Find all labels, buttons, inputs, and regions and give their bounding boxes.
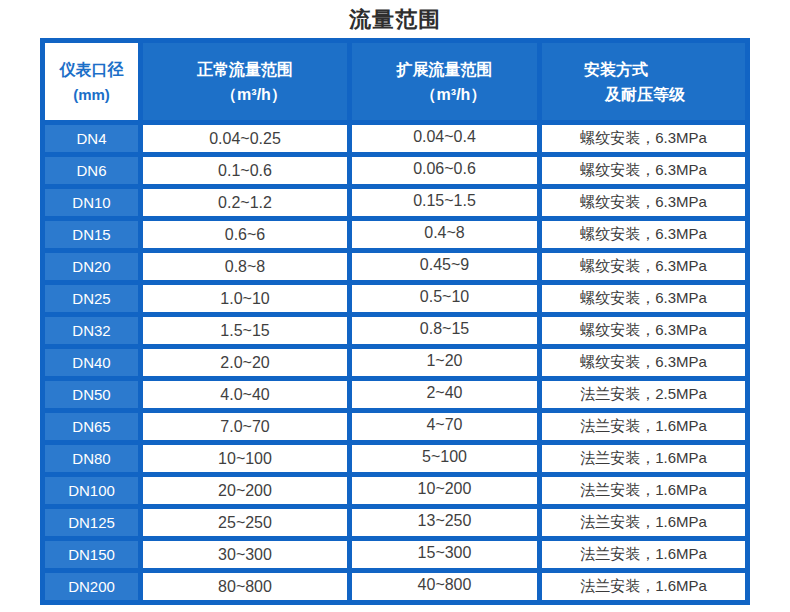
row-dn-label: DN20 (45, 253, 138, 280)
row-normal-range-value: 0.1~0.6 (143, 157, 347, 184)
row-extended-range-value: 0.15~1.5 (352, 189, 537, 216)
row-install-value: 螺纹安装，6.3MPa (542, 349, 745, 376)
row-install-value: 法兰安装，1.6MPa (542, 509, 745, 536)
row-extended-range-value: 13~250 (352, 509, 537, 536)
row-install-value: 螺纹安装，6.3MPa (542, 157, 745, 184)
row-dn-label: DN25 (45, 285, 138, 312)
row-install-value: 螺纹安装，6.3MPa (542, 125, 745, 152)
row-dn-label: DN15 (45, 221, 138, 248)
row-normal-range-value: 0.8~8 (143, 253, 347, 280)
header-cell-extended-range: 扩展流量范围 （m³/h） (352, 43, 537, 120)
row-install-value: 法兰安装，1.6MPa (542, 413, 745, 440)
row-normal-range-value: 0.04~0.25 (143, 125, 347, 152)
row-normal-range-value: 2.0~20 (143, 349, 347, 376)
row-extended-range-value: 15~300 (352, 541, 537, 568)
row-install-value: 螺纹安装，6.3MPa (542, 221, 745, 248)
row-extended-range-value: 0.5~10 (352, 285, 537, 312)
row-install-value: 法兰安装，1.6MPa (542, 573, 745, 600)
header-normal-range-unit: （m³/h） (221, 82, 287, 107)
row-extended-range-value: 0.4~8 (352, 221, 537, 248)
row-dn-label: DN125 (45, 509, 138, 536)
row-normal-range-value: 0.2~1.2 (143, 189, 347, 216)
row-dn-label: DN200 (45, 573, 138, 600)
row-dn-label: DN100 (45, 477, 138, 504)
row-extended-range-value: 40~800 (352, 573, 537, 600)
row-install-value: 螺纹安装，6.3MPa (542, 285, 745, 312)
row-install-value: 法兰安装，1.6MPa (542, 477, 745, 504)
row-install-value: 法兰安装，1.6MPa (542, 445, 745, 472)
row-dn-label: DN6 (45, 157, 138, 184)
row-normal-range-value: 1.0~10 (143, 285, 347, 312)
row-install-value: 螺纹安装，6.3MPa (542, 189, 745, 216)
row-dn-label: DN80 (45, 445, 138, 472)
row-install-value: 法兰安装，2.5MPa (542, 381, 745, 408)
page: 流量范围 仪表口径 (mm) 正常流量范围 （m³/h） 扩展流量范围 （m³/… (0, 0, 790, 612)
header-installation-label: 安装方式 (542, 57, 648, 82)
header-cell-normal-range: 正常流量范围 （m³/h） (143, 43, 347, 120)
row-dn-label: DN32 (45, 317, 138, 344)
row-normal-range-value: 7.0~70 (143, 413, 347, 440)
row-normal-range-value: 80~800 (143, 573, 347, 600)
row-install-value: 螺纹安装，6.3MPa (542, 253, 745, 280)
row-extended-range-value: 1~20 (352, 349, 537, 376)
row-extended-range-value: 5~100 (352, 445, 537, 472)
row-normal-range-value: 0.6~6 (143, 221, 347, 248)
row-normal-range-value: 30~300 (143, 541, 347, 568)
row-install-value: 法兰安装，1.6MPa (542, 541, 745, 568)
row-normal-range-value: 25~250 (143, 509, 347, 536)
row-dn-label: DN4 (45, 125, 138, 152)
row-extended-range-value: 0.45~9 (352, 253, 537, 280)
row-extended-range-value: 4~70 (352, 413, 537, 440)
row-normal-range-value: 4.0~40 (143, 381, 347, 408)
row-dn-label: DN10 (45, 189, 138, 216)
header-cell-installation: 安装方式 及耐压等级 (542, 43, 745, 120)
row-normal-range-value: 1.5~15 (143, 317, 347, 344)
row-extended-range-value: 2~40 (352, 381, 537, 408)
header-installation-rating-label: 及耐压等级 (542, 82, 685, 107)
header-diameter-unit: (mm) (73, 82, 110, 107)
row-dn-label: DN150 (45, 541, 138, 568)
row-extended-range-value: 0.8~15 (352, 317, 537, 344)
row-normal-range-value: 20~200 (143, 477, 347, 504)
row-extended-range-value: 0.06~0.6 (352, 157, 537, 184)
header-cell-diameter: 仪表口径 (mm) (45, 43, 138, 120)
header-extended-range-label: 扩展流量范围 (397, 57, 493, 82)
row-extended-range-value: 0.04~0.4 (352, 125, 537, 152)
row-dn-label: DN65 (45, 413, 138, 440)
row-dn-label: DN50 (45, 381, 138, 408)
header-normal-range-label: 正常流量范围 (197, 57, 293, 82)
row-normal-range-value: 10~100 (143, 445, 347, 472)
flow-range-table: 仪表口径 (mm) 正常流量范围 （m³/h） 扩展流量范围 （m³/h） 安装… (40, 38, 750, 605)
page-title: 流量范围 (0, 5, 790, 35)
row-install-value: 螺纹安装，6.3MPa (542, 317, 745, 344)
header-extended-range-unit: （m³/h） (421, 82, 487, 107)
row-dn-label: DN40 (45, 349, 138, 376)
header-diameter-label: 仪表口径 (60, 57, 124, 82)
row-extended-range-value: 10~200 (352, 477, 537, 504)
